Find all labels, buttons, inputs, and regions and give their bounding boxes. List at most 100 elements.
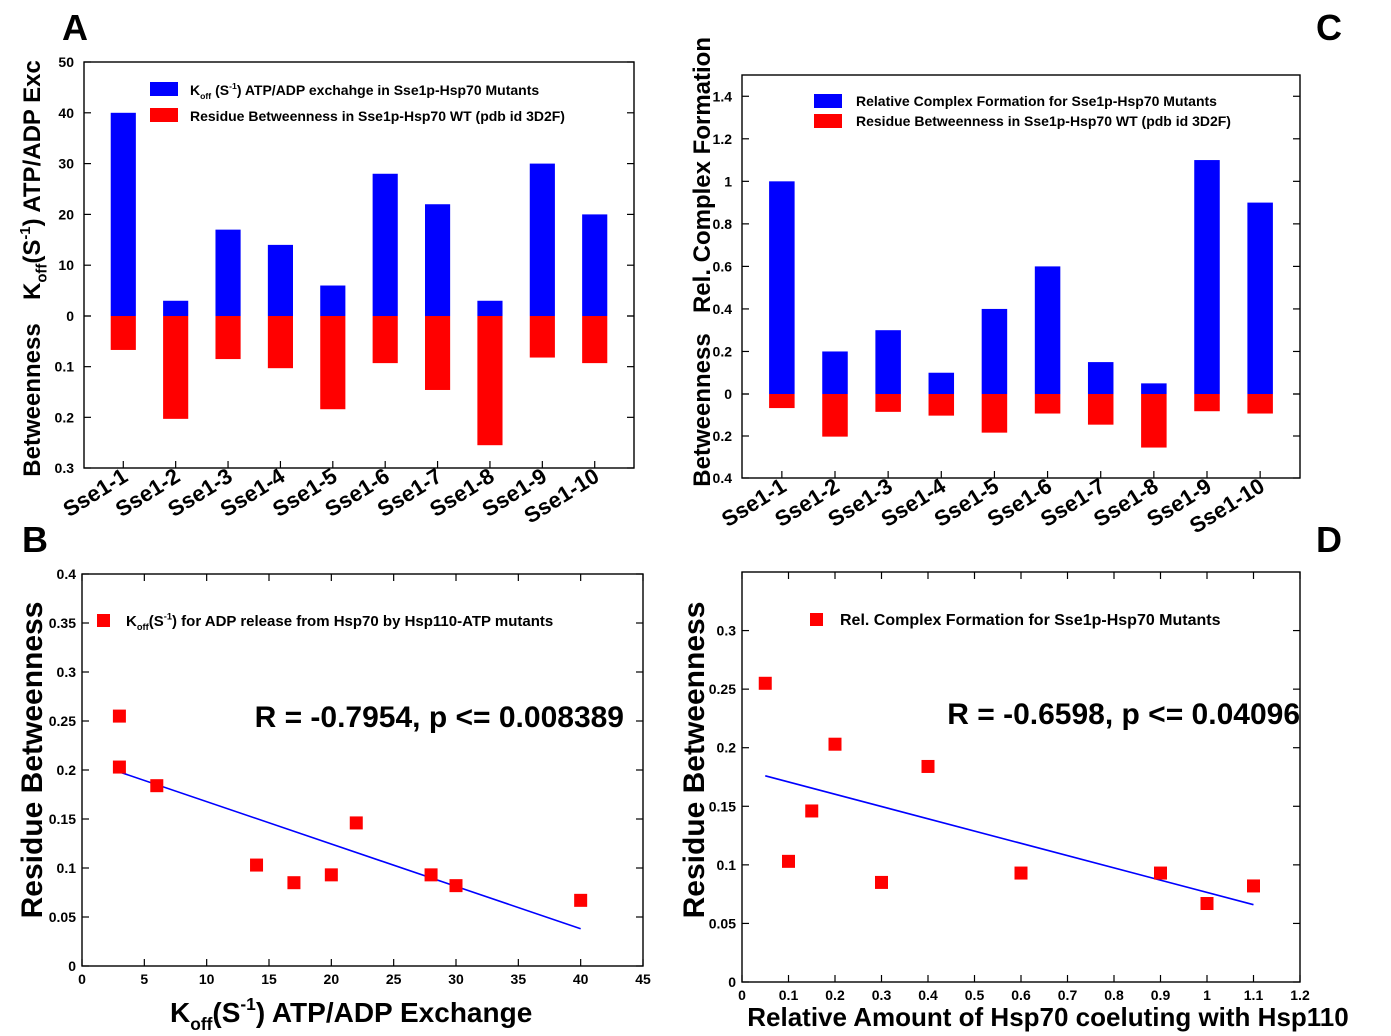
y-tick-label: 0.2 bbox=[57, 762, 77, 778]
scatter-point bbox=[349, 816, 363, 830]
bar-blue-sse1-4 bbox=[928, 372, 955, 394]
bar-red-sse1-4 bbox=[267, 316, 293, 369]
y-axis-label-upper: Koff(S-1) ATP/ADP Exc bbox=[18, 60, 51, 300]
x-tick-label: 25 bbox=[386, 971, 402, 987]
bar-blue-sse1-10 bbox=[1247, 202, 1273, 394]
label-part-sup: -1 bbox=[18, 226, 34, 239]
label-part-sub: off bbox=[190, 1014, 212, 1034]
scatter-point bbox=[875, 875, 888, 889]
label-part-rest: ) ATP/ADP Exc bbox=[19, 60, 46, 226]
y-tick-label: 10 bbox=[58, 257, 74, 273]
y-tick-label: 30 bbox=[58, 156, 74, 172]
scatter-point bbox=[1247, 879, 1260, 893]
y-tick-label: 0.3 bbox=[57, 664, 77, 680]
scatter-point bbox=[112, 709, 126, 723]
y-tick-label: 50 bbox=[58, 54, 74, 70]
plot-frame bbox=[741, 74, 1301, 479]
bar-blue-sse1-2 bbox=[822, 351, 848, 394]
bar-blue-sse1-8 bbox=[477, 300, 503, 316]
x-tick-label: 0.8 bbox=[1104, 987, 1124, 1003]
x-tick-label: 10 bbox=[199, 971, 215, 987]
panel-a: 102030405000.10.20.3Sse1-1Sse1-2Sse1-3Ss… bbox=[18, 54, 635, 528]
x-tick-label: 1 bbox=[1203, 987, 1211, 1003]
fit-line bbox=[119, 771, 581, 930]
label-part-mid: (S bbox=[19, 240, 46, 264]
y-tick-label: 1 bbox=[724, 173, 732, 189]
x-axis-label: Relative Amount of Hsp70 coeluting with … bbox=[747, 1002, 1348, 1032]
x-tick-label: 0.5 bbox=[965, 987, 985, 1003]
panel-letters: A B C D bbox=[22, 7, 1342, 560]
x-tick-label: 0 bbox=[78, 971, 86, 987]
bar-red-sse1-10 bbox=[582, 316, 608, 364]
panel-b: 0 5 10 15 20 25 30 35 40 45 0 0.05 0.1 0.15 0.2 0.25 0.3… bbox=[16, 566, 651, 1034]
bar-blue-sse1-3 bbox=[215, 229, 241, 316]
x-tick-label: 45 bbox=[635, 971, 651, 987]
label-part-sub: off bbox=[137, 622, 150, 632]
bar-red-sse1-7 bbox=[425, 316, 451, 390]
bar-blue-sse1-1 bbox=[110, 112, 136, 316]
panel-c: 0.20.40.60.811.21.400.20.4Sse1-1Sse1-2Ss… bbox=[689, 37, 1301, 538]
scatter-point bbox=[828, 737, 842, 751]
x-tick-label: 1.2 bbox=[1290, 987, 1310, 1003]
scatter-point bbox=[112, 760, 126, 774]
y-axis-label-lower: Betweenness bbox=[19, 323, 46, 476]
scatter-point bbox=[758, 676, 772, 690]
legend-swatch-blue bbox=[150, 82, 178, 96]
y-tick-label: 0.25 bbox=[49, 713, 76, 729]
bar-red-sse1-2 bbox=[163, 316, 189, 419]
correlation-annotation: R = -0.7954, p <= 0.008389 bbox=[255, 701, 624, 734]
y-tick-label: 0.4 bbox=[713, 470, 733, 486]
bar-blue-sse1-2 bbox=[163, 300, 189, 316]
bar-blue-sse1-5 bbox=[981, 308, 1008, 394]
legend-label-betweenness: Residue Betweenness in Sse1p-Hsp70 WT (p… bbox=[190, 108, 565, 124]
y-tick-label: 0 bbox=[66, 308, 74, 324]
x-tick-label: 0 bbox=[738, 987, 746, 1003]
y-tick-label: 0.15 bbox=[709, 798, 736, 814]
legend-label-betweenness: Residue Betweenness in Sse1p-Hsp70 WT (p… bbox=[856, 113, 1231, 129]
bar-red-sse1-8 bbox=[1141, 394, 1167, 448]
x-tick-label: 0.3 bbox=[872, 987, 892, 1003]
y-tick-label: 1.4 bbox=[713, 88, 733, 104]
x-tick-label: 15 bbox=[261, 971, 277, 987]
bar-red-sse1-8 bbox=[477, 316, 503, 446]
label-part-mid: (S bbox=[149, 613, 164, 630]
label-part-sup: -1 bbox=[164, 612, 172, 622]
x-tick-label: 20 bbox=[324, 971, 340, 987]
legend-swatch-red bbox=[150, 108, 178, 122]
x-tick-label: 0.1 bbox=[779, 987, 799, 1003]
x-tick-label: 30 bbox=[448, 971, 464, 987]
scatter-point bbox=[1200, 897, 1214, 911]
y-tick-label: 0.2 bbox=[717, 740, 737, 756]
scatter-point bbox=[1014, 866, 1028, 880]
scatter-point bbox=[782, 854, 795, 868]
bar-blue-sse1-6 bbox=[1034, 266, 1061, 394]
y-tick-label: 0 bbox=[68, 958, 76, 974]
bar-red-sse1-10 bbox=[1247, 394, 1273, 414]
x-tick-label: 0.2 bbox=[825, 987, 845, 1003]
y-tick-label: 0.1 bbox=[57, 860, 77, 876]
bar-red-sse1-2 bbox=[822, 394, 848, 437]
bar-blue-sse1-10 bbox=[582, 214, 608, 316]
x-tick-label: 0.4 bbox=[918, 987, 938, 1003]
panel-letter-d: D bbox=[1316, 519, 1342, 560]
label-part-rest: ) for ADP release from Hsp70 by Hsp110-A… bbox=[172, 613, 553, 630]
panel-letter-c: C bbox=[1316, 7, 1342, 48]
y-tick-label: 0.3 bbox=[717, 623, 737, 639]
legend-label: Rel. Complex Formation for Sse1p-Hsp70 M… bbox=[840, 612, 1221, 629]
y-tick-label: 1.2 bbox=[713, 131, 733, 147]
y-axis-label: Residue Betweenness bbox=[16, 602, 49, 919]
scatter-point bbox=[324, 868, 338, 882]
bar-blue-sse1-8 bbox=[1141, 383, 1167, 394]
panel-letter-a: A bbox=[62, 7, 88, 48]
label-part-main: K bbox=[170, 997, 190, 1028]
bar-blue-sse1-9 bbox=[1194, 160, 1220, 394]
bar-blue-sse1-3 bbox=[875, 330, 901, 394]
panel-letter-b: B bbox=[22, 519, 48, 560]
y-tick-label: 0.35 bbox=[49, 615, 76, 631]
bar-blue-sse1-7 bbox=[425, 204, 451, 316]
scatter-point bbox=[150, 779, 164, 793]
bar-red-sse1-3 bbox=[215, 316, 241, 360]
panel-d: 0 0.1 0.2 0.3 0.4 0.5 0.6 0.7 0.8 0.9 1 1.1 1.2 0 0.05… bbox=[678, 571, 1349, 1032]
y-tick-label: 0.4 bbox=[57, 566, 77, 582]
